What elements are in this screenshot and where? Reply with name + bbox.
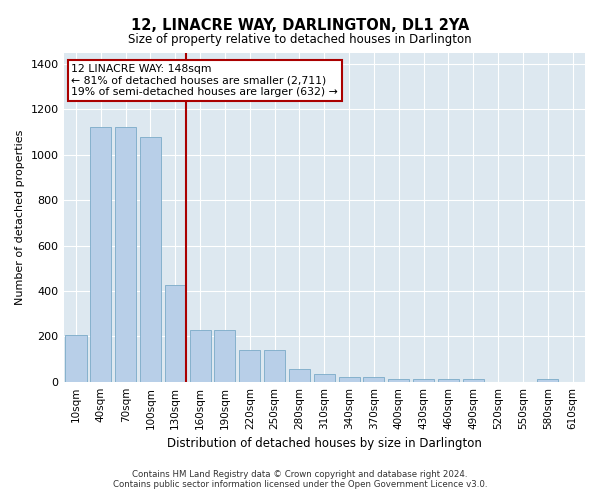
Text: Size of property relative to detached houses in Darlington: Size of property relative to detached ho… bbox=[128, 32, 472, 46]
Bar bbox=[314, 374, 335, 382]
Bar bbox=[140, 136, 161, 382]
Text: Contains HM Land Registry data © Crown copyright and database right 2024.
Contai: Contains HM Land Registry data © Crown c… bbox=[113, 470, 487, 489]
Bar bbox=[165, 286, 186, 382]
Bar bbox=[214, 330, 235, 382]
X-axis label: Distribution of detached houses by size in Darlington: Distribution of detached houses by size … bbox=[167, 437, 482, 450]
Bar bbox=[388, 379, 409, 382]
Bar bbox=[438, 379, 459, 382]
Bar bbox=[190, 330, 211, 382]
Bar bbox=[364, 377, 385, 382]
Bar bbox=[537, 379, 559, 382]
Bar bbox=[264, 350, 285, 382]
Text: 12 LINACRE WAY: 148sqm
← 81% of detached houses are smaller (2,711)
19% of semi-: 12 LINACRE WAY: 148sqm ← 81% of detached… bbox=[71, 64, 338, 97]
Text: 12, LINACRE WAY, DARLINGTON, DL1 2YA: 12, LINACRE WAY, DARLINGTON, DL1 2YA bbox=[131, 18, 469, 32]
Y-axis label: Number of detached properties: Number of detached properties bbox=[15, 130, 25, 305]
Bar bbox=[115, 128, 136, 382]
Bar bbox=[463, 379, 484, 382]
Bar bbox=[338, 377, 359, 382]
Bar bbox=[413, 379, 434, 382]
Bar bbox=[239, 350, 260, 382]
Bar bbox=[65, 335, 86, 382]
Bar bbox=[289, 370, 310, 382]
Bar bbox=[90, 128, 112, 382]
